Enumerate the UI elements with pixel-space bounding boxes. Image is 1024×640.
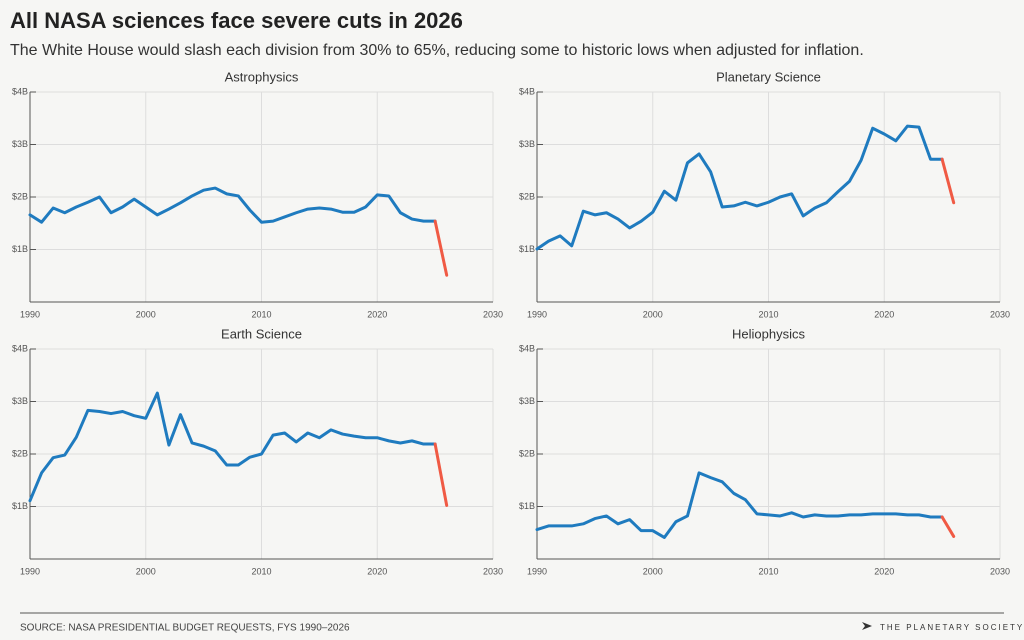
panel-title: Heliophysics <box>732 326 805 341</box>
y-tick-label: $3B <box>12 396 28 406</box>
x-tick-label: 2030 <box>990 309 1010 319</box>
x-tick-label: 2010 <box>251 566 271 576</box>
x-tick-label: 2020 <box>874 309 894 319</box>
x-tick-label: 1990 <box>527 309 547 319</box>
y-tick-label: $4B <box>12 86 28 96</box>
y-tick-label: $1B <box>519 244 535 254</box>
series-line <box>940 157 956 205</box>
x-tick-label: 2000 <box>643 309 663 319</box>
x-tick-label: 1990 <box>20 566 40 576</box>
x-tick-label: 2010 <box>758 309 778 319</box>
x-tick-label: 2020 <box>367 309 387 319</box>
x-tick-label: 2030 <box>990 566 1010 576</box>
x-tick-label: 2000 <box>136 309 156 319</box>
y-tick-label: $2B <box>519 191 535 201</box>
y-tick-label: $4B <box>12 343 28 353</box>
y-tick-label: $1B <box>519 501 535 511</box>
series-line <box>433 219 449 277</box>
x-tick-label: 2030 <box>483 309 503 319</box>
y-tick-label: $2B <box>12 191 28 201</box>
y-tick-label: $2B <box>519 448 535 458</box>
x-tick-label: 2020 <box>874 566 894 576</box>
series-line <box>535 124 944 251</box>
panel-title: Astrophysics <box>225 69 299 84</box>
panel-title: Earth Science <box>221 326 302 341</box>
x-tick-label: 2020 <box>367 566 387 576</box>
series-line <box>940 515 956 538</box>
logo: THE PLANETARY SOCIETY <box>880 623 1024 632</box>
x-tick-label: 2000 <box>643 566 663 576</box>
x-tick-label: 1990 <box>527 566 547 576</box>
y-tick-label: $3B <box>12 139 28 149</box>
y-tick-label: $3B <box>519 396 535 406</box>
x-tick-label: 2000 <box>136 566 156 576</box>
x-tick-label: 2030 <box>483 566 503 576</box>
y-tick-label: $1B <box>12 501 28 511</box>
x-tick-label: 1990 <box>20 309 40 319</box>
series-line <box>535 471 944 539</box>
x-tick-label: 2010 <box>758 566 778 576</box>
x-tick-label: 2010 <box>251 309 271 319</box>
panel-title: Planetary Science <box>716 69 821 84</box>
series-line <box>28 391 437 503</box>
source: SOURCE: NASA PRESIDENTIAL BUDGET REQUEST… <box>20 623 350 634</box>
y-tick-label: $3B <box>519 139 535 149</box>
series-line <box>433 442 449 507</box>
y-tick-label: $1B <box>12 244 28 254</box>
y-tick-label: $2B <box>12 448 28 458</box>
y-tick-label: $4B <box>519 343 535 353</box>
subtitle: The White House would slash each divisio… <box>10 42 864 59</box>
title: All NASA sciences face severe cuts in 20… <box>10 8 463 33</box>
y-tick-label: $4B <box>519 86 535 96</box>
series-line <box>28 186 437 224</box>
logo-icon <box>862 622 872 630</box>
